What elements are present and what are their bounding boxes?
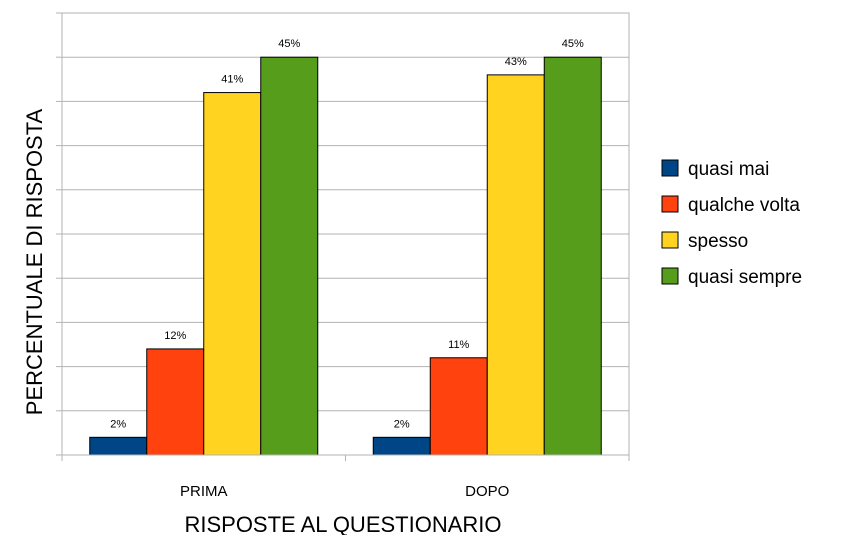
data-label: 45%	[278, 38, 300, 50]
bars	[89, 56, 602, 456]
data-label: 12%	[164, 330, 186, 342]
data-labels: 2% 12% 41% 45% 2% 11% 43% 45%	[110, 38, 584, 430]
bar-quasi-sempre-prima	[260, 56, 319, 456]
data-label: 45%	[562, 38, 584, 50]
bar-qualche-volta-prima	[146, 348, 205, 456]
bar-spesso-prima	[203, 92, 262, 456]
legend-swatch	[661, 267, 679, 285]
data-label: 11%	[448, 339, 469, 351]
data-label: 2%	[394, 418, 410, 430]
legend-label: spesso	[688, 231, 748, 252]
x-tick-label: PRIMA	[180, 483, 228, 500]
legend-swatch	[661, 195, 679, 213]
axes: PRIMA DOPO	[56, 12, 630, 500]
legend-label: quasi sempre	[688, 267, 802, 288]
data-label: 41%	[221, 74, 243, 86]
legend-swatch	[661, 231, 679, 249]
bar-quasi-mai-dopo	[372, 436, 431, 456]
legend-label: qualche volta	[688, 195, 800, 216]
x-tick-label: DOPO	[465, 483, 509, 500]
legend: quasi mai qualche volta spesso quasi sempre	[661, 159, 802, 288]
bar-quasi-mai-prima	[89, 436, 148, 456]
bar-qualche-volta-dopo	[429, 357, 488, 456]
data-label: 43%	[505, 56, 527, 68]
legend-swatch	[661, 159, 679, 177]
y-axis-title: PERCENTUALE DI RISPOSTA	[22, 108, 47, 415]
legend-label: quasi mai	[688, 159, 769, 180]
bar-quasi-sempre-dopo	[543, 56, 602, 456]
bar-spesso-dopo	[486, 74, 545, 456]
data-label: 2%	[110, 418, 126, 430]
x-axis-title: RISPOSTE AL QUESTIONARIO	[184, 512, 501, 535]
